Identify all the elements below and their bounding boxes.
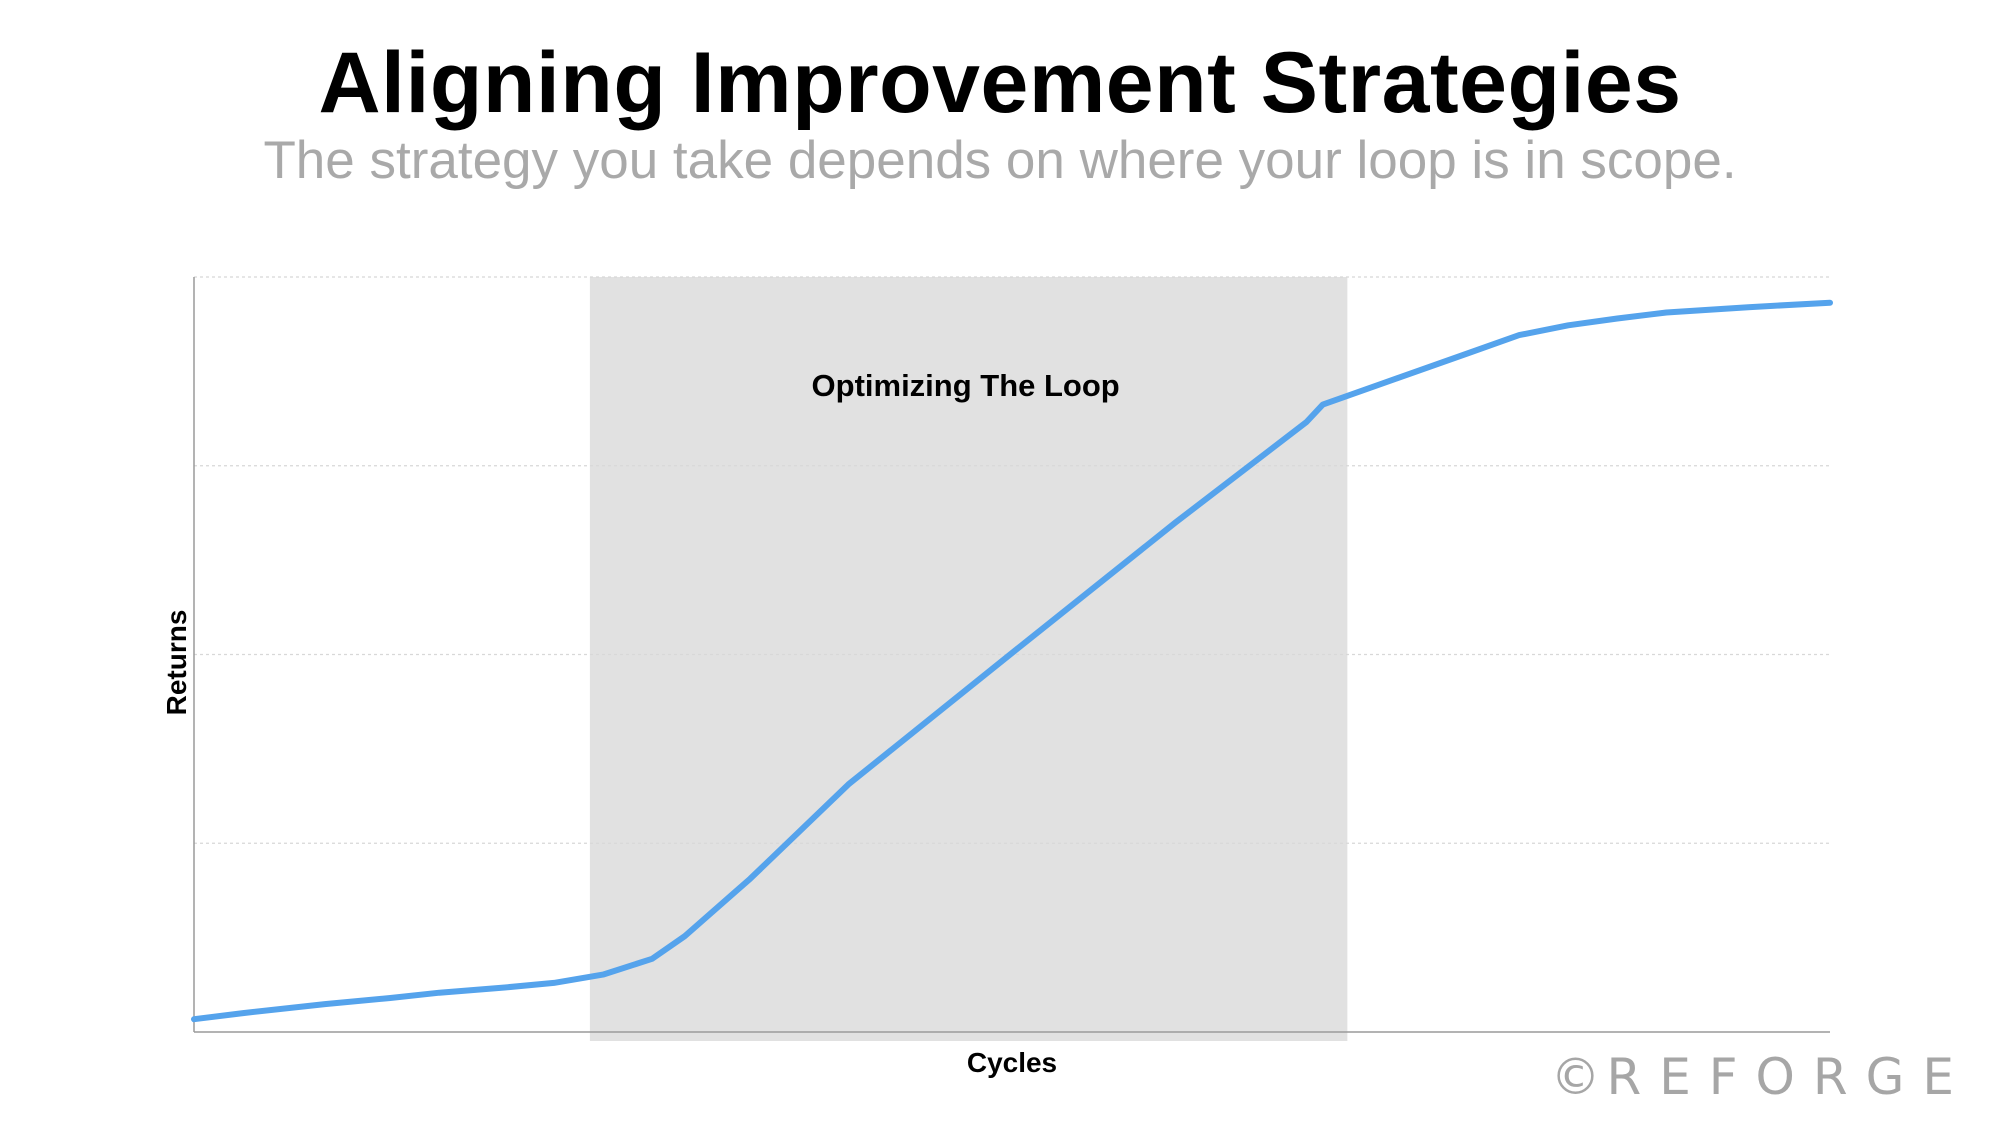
highlight-region bbox=[589, 277, 1348, 1041]
highlight-region-layer bbox=[589, 277, 1348, 1041]
series-line bbox=[191, 299, 1833, 1023]
axes bbox=[193, 277, 1830, 1033]
labels-layer: Optimizing The Loop Cycles Returns bbox=[161, 368, 1120, 1078]
series-layer bbox=[191, 299, 1833, 1023]
x-axis-label: Cycles bbox=[967, 1047, 1057, 1078]
chart-subtitle: The strategy you take depends on where y… bbox=[263, 131, 1737, 190]
copyright-symbol: © bbox=[1550, 1048, 1607, 1106]
reforge-watermark: ©REFORGE bbox=[1550, 1048, 1972, 1106]
region-label: Optimizing The Loop bbox=[812, 368, 1120, 403]
watermark-text: REFORGE bbox=[1606, 1048, 1972, 1106]
y-axis-label: Returns bbox=[161, 610, 192, 716]
chart-title: Aligning Improvement Strategies bbox=[318, 35, 1682, 131]
